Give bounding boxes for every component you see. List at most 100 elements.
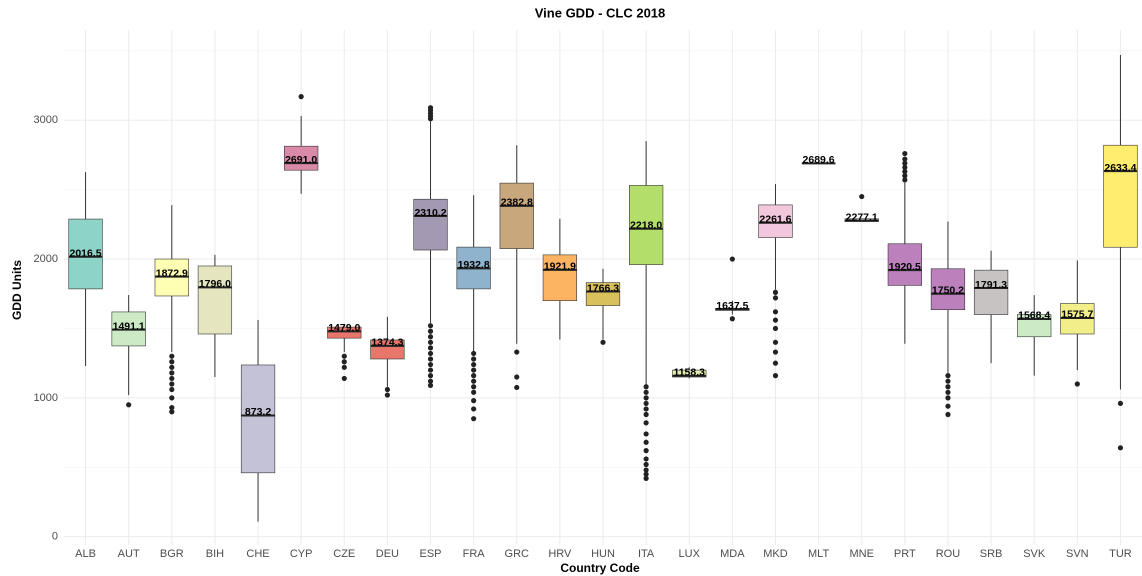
x-tick-label: MKD bbox=[763, 548, 788, 560]
outlier bbox=[341, 364, 347, 370]
outlier bbox=[427, 382, 434, 388]
outlier bbox=[169, 395, 175, 401]
y-tick-label: 0 bbox=[52, 531, 58, 543]
outlier bbox=[471, 416, 477, 422]
x-tick-label: PRT bbox=[894, 548, 916, 560]
outlier bbox=[169, 359, 175, 365]
box bbox=[413, 198, 448, 251]
outlier bbox=[643, 431, 649, 437]
x-tick-label: FRA bbox=[463, 548, 486, 560]
outlier bbox=[427, 356, 434, 362]
outlier bbox=[643, 395, 649, 401]
box bbox=[758, 204, 793, 238]
median-label: 2016.5 bbox=[69, 248, 101, 260]
outlier bbox=[945, 378, 951, 384]
outlier bbox=[643, 461, 649, 468]
box bbox=[887, 243, 922, 286]
outlier bbox=[902, 168, 908, 175]
median-label: 1479.0 bbox=[328, 322, 360, 334]
x-tick-label: BIH bbox=[206, 548, 224, 560]
outlier bbox=[427, 334, 434, 340]
median-label: 1158.3 bbox=[673, 367, 705, 379]
outlier bbox=[945, 389, 951, 395]
outlier bbox=[126, 402, 132, 408]
x-tick-label: GRC bbox=[505, 548, 530, 560]
box bbox=[1103, 144, 1138, 248]
x-axis-label: Country Code bbox=[560, 561, 640, 575]
outlier bbox=[471, 384, 477, 390]
box bbox=[327, 326, 362, 339]
outlier bbox=[471, 398, 477, 404]
x-tick-label: LUX bbox=[679, 548, 701, 560]
x-tick-label: CYP bbox=[290, 548, 313, 560]
outlier bbox=[902, 150, 908, 157]
outlier bbox=[729, 256, 735, 262]
outlier bbox=[384, 392, 390, 398]
x-tick-label: AUT bbox=[118, 548, 140, 560]
outlier bbox=[772, 309, 779, 315]
outlier bbox=[471, 378, 477, 384]
outlier bbox=[643, 439, 649, 445]
outlier bbox=[643, 384, 649, 390]
outlier bbox=[298, 94, 304, 100]
outlier bbox=[471, 406, 477, 412]
outlier bbox=[643, 448, 649, 454]
outlier bbox=[945, 403, 951, 409]
outlier bbox=[859, 193, 865, 200]
outlier bbox=[471, 367, 477, 373]
outlier bbox=[643, 389, 649, 395]
median-label: 1374.3 bbox=[371, 337, 403, 349]
outlier bbox=[471, 389, 477, 395]
outlier bbox=[169, 386, 175, 393]
outlier bbox=[643, 406, 649, 412]
box bbox=[370, 339, 405, 360]
outlier bbox=[1117, 400, 1124, 407]
outlier bbox=[427, 323, 434, 329]
median-label: 1932.8 bbox=[458, 259, 490, 271]
outlier bbox=[945, 395, 951, 401]
x-tick-label: ESP bbox=[420, 548, 442, 560]
outlier bbox=[772, 295, 779, 301]
median-label: 2218.0 bbox=[630, 220, 662, 232]
median-label: 1872.9 bbox=[156, 267, 188, 279]
outlier bbox=[169, 381, 175, 387]
median-label: 1750.2 bbox=[932, 285, 964, 297]
outlier bbox=[427, 339, 434, 345]
outlier bbox=[902, 156, 908, 162]
outlier bbox=[169, 375, 175, 382]
y-tick-label: 2000 bbox=[34, 253, 58, 265]
median-label: 2310.2 bbox=[414, 207, 446, 219]
outlier bbox=[471, 356, 477, 362]
x-tick-label: MDA bbox=[720, 548, 745, 560]
y-tick-label: 3000 bbox=[34, 114, 58, 126]
box bbox=[499, 182, 534, 249]
box bbox=[542, 254, 577, 301]
outlier bbox=[169, 404, 175, 411]
y-axis-label: GDD Units bbox=[10, 260, 24, 320]
median-label: 1491.1 bbox=[113, 320, 145, 332]
x-tick-label: HUN bbox=[591, 548, 615, 560]
median-label: 2277.1 bbox=[846, 211, 878, 223]
x-tick-label: CHE bbox=[246, 548, 269, 560]
outlier bbox=[427, 373, 434, 379]
median-label: 1791.3 bbox=[975, 279, 1007, 291]
outlier bbox=[643, 420, 649, 426]
outlier bbox=[600, 339, 606, 345]
x-tick-label: SVN bbox=[1066, 548, 1089, 560]
outlier bbox=[427, 105, 434, 111]
outlier bbox=[1074, 381, 1080, 387]
x-tick-label: ROU bbox=[936, 548, 961, 560]
outlier bbox=[471, 373, 477, 379]
median-label: 1920.5 bbox=[889, 261, 921, 273]
outlier bbox=[729, 316, 735, 322]
box bbox=[973, 269, 1009, 315]
outlier bbox=[643, 456, 649, 462]
x-tick-label: SVK bbox=[1023, 548, 1046, 560]
x-tick-label: MNE bbox=[849, 548, 873, 560]
outlier bbox=[427, 345, 434, 351]
outlier bbox=[945, 384, 951, 390]
outlier bbox=[514, 349, 520, 355]
x-tick-label: ALB bbox=[75, 548, 96, 560]
x-tick-label: CZE bbox=[333, 548, 355, 560]
